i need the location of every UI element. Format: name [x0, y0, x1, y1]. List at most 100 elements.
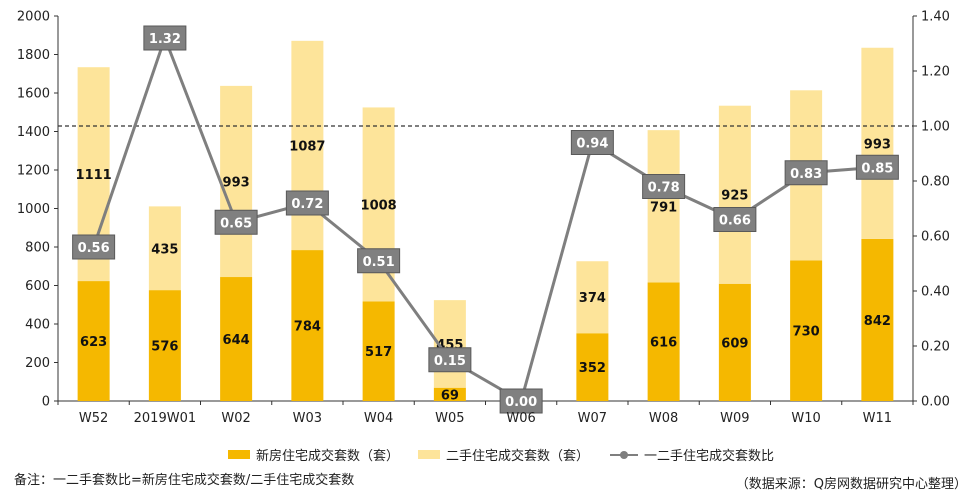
bar-resale-homes	[576, 261, 609, 334]
data-label-resale-homes: 374	[579, 291, 606, 306]
bar-new-homes	[718, 283, 751, 401]
bar-resale-homes	[861, 47, 894, 239]
ratio-data-label: 0.00	[505, 395, 537, 410]
y-right-tick-label: 1.20	[921, 65, 950, 80]
y-right-tick-label: 1.40	[921, 10, 950, 25]
data-label-new-homes: 616	[650, 336, 677, 351]
legend-label-ratio: 一二手住宅成交套数比	[644, 449, 775, 464]
y-right-tick-label: 0.40	[921, 285, 950, 300]
ratio-marker	[570, 130, 614, 155]
legend-item-new-homes: 新房住宅成交套数（套）	[228, 445, 399, 464]
bar-resale-homes	[148, 206, 181, 291]
y-left-tick-label: 0	[42, 395, 50, 410]
bar-new-homes	[362, 301, 395, 401]
data-label-resale-homes: 435	[151, 242, 178, 257]
ratio-data-label: 0.83	[790, 167, 822, 182]
x-tick-label: W07	[578, 411, 607, 426]
bar-new-homes	[790, 260, 823, 401]
ratio-data-label: 0.65	[220, 216, 252, 231]
data-label-new-homes: 623	[80, 335, 107, 350]
ratio-line	[92, 33, 878, 404]
ratio-marker	[713, 207, 757, 232]
ratio-marker	[642, 174, 686, 199]
y-left-tick-label: 1200	[17, 164, 50, 179]
y-right-tick-label: 0.60	[921, 230, 950, 245]
ratio-data-label: 0.72	[291, 197, 323, 212]
bar-new-homes	[291, 250, 324, 401]
ratio-marker	[214, 209, 258, 235]
ratio-marker	[143, 25, 187, 51]
y-left-tick-label: 1000	[17, 202, 50, 217]
bar-new-homes	[861, 238, 894, 401]
data-label-new-homes: 69	[441, 388, 459, 403]
chart-canvas: 0 200 400 600 800 1000 1200 1400 1600 1800 2000 0.0…	[17, 10, 950, 427]
bar-resale-homes	[647, 130, 680, 283]
bar-new-homes	[220, 277, 253, 401]
ratio-marker	[428, 347, 472, 373]
y-left-tick-label: 600	[25, 279, 50, 294]
ratio-data-label: 1.32	[149, 32, 181, 47]
y-left-tick-label: 2000	[17, 10, 50, 25]
y-left-tick-label: 1600	[17, 87, 50, 102]
x-tick-label: W11	[863, 411, 892, 426]
ratio-data-label: 0.66	[719, 214, 751, 229]
y-right-tick-label: 0.80	[921, 175, 950, 190]
x-tick-label: W10	[791, 411, 820, 426]
x-tick-label: W52	[79, 411, 108, 426]
data-label-resale-homes: 791	[650, 200, 677, 215]
bar-new-homes	[647, 282, 680, 401]
x-tick-label: W06	[506, 411, 535, 426]
data-label-resale-homes: 1008	[361, 198, 397, 213]
data-label-resale-homes: 925	[721, 189, 748, 204]
ratio-data-label: 0.94	[576, 137, 608, 152]
bar-new-homes	[433, 387, 466, 401]
footnote: 备注：一二手套数比=新房住宅成交套数/二手住宅成交套数	[14, 473, 355, 488]
data-label-resale-homes: 1111	[76, 168, 112, 183]
x-tick-label: W08	[649, 411, 678, 426]
bar-new-homes	[77, 281, 110, 401]
data-label-new-homes: 644	[223, 333, 250, 348]
ratio-marker	[72, 234, 116, 260]
data-label-new-homes: 730	[793, 325, 820, 340]
y-left-tick-label: 1400	[17, 125, 50, 140]
x-tick-label: W04	[364, 411, 393, 426]
ratio-marker	[357, 248, 401, 274]
data-label-resale-homes: 1087	[289, 139, 325, 154]
y-left-tick-label: 1800	[17, 48, 50, 63]
bar-resale-homes	[718, 105, 751, 284]
legend-item-ratio: 一二手住宅成交套数比	[610, 445, 774, 464]
ratio-marker	[499, 388, 543, 414]
bar-resale-homes	[220, 85, 253, 278]
x-tick-label: W02	[221, 411, 250, 426]
ratio-data-label: 0.78	[648, 181, 680, 196]
x-tick-label: 2019W01	[134, 411, 196, 426]
data-label-new-homes: 609	[721, 336, 748, 351]
x-tick-label: W05	[435, 411, 464, 426]
legend-label-new-homes: 新房住宅成交套数（套）	[256, 449, 400, 464]
ratio-marker	[784, 160, 828, 186]
legend-line-marker-icon	[610, 450, 638, 460]
bar-new-homes	[576, 333, 609, 401]
y-right-tick-label: 0.20	[921, 340, 950, 355]
legend: 新房住宅成交套数（套） 二手住宅成交套数（套） 一二手住宅成交套数比	[0, 445, 979, 465]
ratio-data-label: 0.56	[78, 241, 110, 256]
data-label-resale-homes: 993	[864, 137, 891, 152]
ratio-data-label: 0.15	[434, 354, 466, 369]
bar-new-homes	[148, 290, 181, 401]
y-right-tick-label: 1.00	[921, 120, 950, 135]
legend-swatch-resale-homes	[418, 450, 440, 459]
legend-swatch-new-homes	[228, 450, 250, 459]
data-label-new-homes: 352	[579, 361, 606, 376]
y-left-tick-label: 400	[25, 318, 50, 333]
y-right-tick-label: 0.00	[921, 395, 950, 410]
x-tick-label: W09	[720, 411, 749, 426]
ratio-marker	[285, 190, 329, 216]
legend-label-resale-homes: 二手住宅成交套数（套）	[446, 449, 590, 464]
data-label-new-homes: 576	[151, 340, 178, 355]
data-source: （数据来源：Q房网数据研究中心整理）	[735, 477, 967, 492]
y-left-tick-label: 200	[25, 356, 50, 371]
ratio-data-label: 0.51	[363, 255, 395, 270]
data-label-new-homes: 784	[294, 320, 321, 335]
data-label-new-homes: 517	[365, 345, 392, 360]
x-tick-label: W03	[293, 411, 322, 426]
